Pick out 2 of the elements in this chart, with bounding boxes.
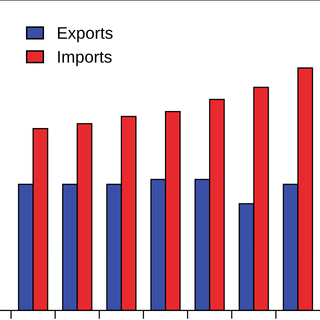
legend-label: Exports <box>58 27 113 42</box>
legend-label: Imports <box>58 51 112 66</box>
